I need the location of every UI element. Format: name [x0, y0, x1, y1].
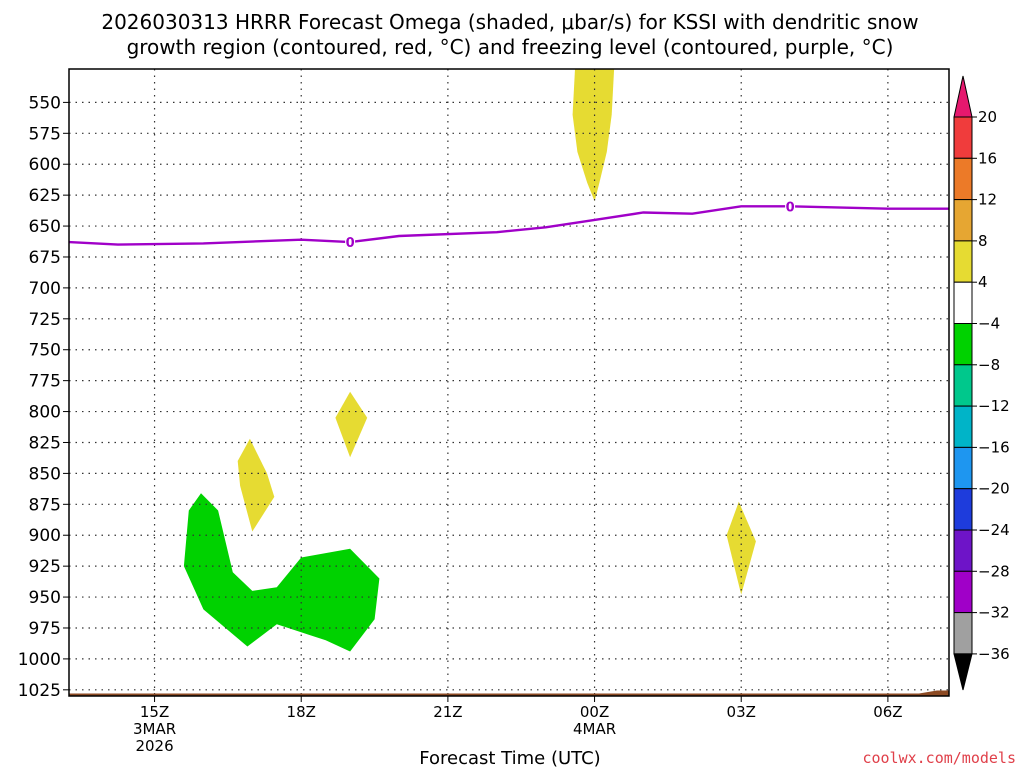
colorbar-swatch-0	[953, 116, 973, 159]
colorbar-swatch-12	[953, 612, 973, 655]
y-tick-label-1025: 1025	[18, 681, 61, 701]
chart-title-line-2: growth region (contoured, red, °C) and f…	[127, 35, 894, 59]
colorbar-label-8: −16	[978, 438, 1010, 456]
y-tick-label-750: 750	[29, 341, 61, 361]
y-tick-label-600: 600	[29, 155, 61, 175]
y-tick-label-825: 825	[29, 433, 61, 453]
x-tick-label-0-2: 2026	[135, 737, 173, 755]
colorbar-swatch-5	[953, 323, 973, 366]
shade-yellow-800	[335, 391, 368, 458]
colorbar: 20 16 12 8 4 −4 −8 −12 −16 −20 −24 −28 −32 −36	[953, 75, 1010, 691]
colorbar-label-2: 12	[978, 191, 997, 209]
y-tick-label-575: 575	[29, 124, 61, 144]
y-tick-label-1000: 1000	[18, 650, 61, 670]
colorbar-swatch-8	[953, 446, 973, 490]
colorbar-swatch-9	[953, 488, 973, 531]
colorbar-swatch-3	[953, 240, 973, 283]
x-tick-label-2-0: 21Z	[433, 703, 462, 721]
y-tick-label-875: 875	[29, 495, 61, 515]
chart-title-line-1: 2026030313 HRRR Forecast Omega (shaded, …	[101, 10, 918, 34]
shade-yellow-900	[726, 501, 756, 595]
x-tick-label-0-0: 15Z	[140, 703, 169, 721]
colorbar-label-13: −36	[978, 645, 1010, 663]
plot-frame	[68, 68, 950, 697]
colorbar-bottom-arrow	[953, 653, 973, 691]
y-tick-label-925: 925	[29, 557, 61, 577]
colorbar-label-5: −4	[978, 315, 1000, 333]
colorbar-top-arrow	[953, 75, 973, 118]
grid	[69, 69, 949, 696]
y-tick-label-650: 650	[29, 217, 61, 237]
colorbar-swatch-6	[953, 364, 973, 407]
x-tick-label-5-0: 06Z	[873, 703, 902, 721]
freezing-level-contour: 00	[69, 198, 949, 251]
freezing-level-line	[69, 205, 949, 246]
y-tick-label-700: 700	[29, 279, 61, 299]
colorbar-swatch-11	[953, 570, 973, 614]
x-tick-label-3-1: 4MAR	[573, 720, 616, 738]
y-tick-label-550: 550	[29, 93, 61, 113]
y-tick-label-850: 850	[29, 464, 61, 484]
ground-fill	[69, 690, 949, 696]
y-tick-label-675: 675	[29, 248, 61, 268]
colorbar-label-11: −28	[978, 562, 1010, 580]
colorbar-label-1: 16	[978, 149, 997, 167]
colorbar-label-6: −8	[978, 356, 1000, 374]
y-tick-label-800: 800	[29, 403, 61, 423]
colorbar-swatch-2	[953, 199, 973, 242]
y-tick-label-950: 950	[29, 588, 61, 608]
y-tick-label-900: 900	[29, 526, 61, 546]
y-axis: 550 575 600 625 650 675 700 725 750 775 800 825 850 8…	[18, 93, 69, 701]
shade-green-lower-left	[183, 493, 380, 652]
colorbar-swatch-7	[953, 405, 973, 448]
x-tick-label-0-1: 3MAR	[133, 720, 176, 738]
credit-text: coolwx.com/models	[862, 749, 1016, 767]
colorbar-label-9: −20	[978, 480, 1010, 498]
plot-area: 00	[68, 68, 950, 697]
colorbar-swatch-4	[953, 281, 973, 325]
shade-yellow-850	[237, 438, 275, 532]
colorbar-label-10: −24	[978, 521, 1010, 539]
y-tick-label-975: 975	[29, 619, 61, 639]
omega-shading	[183, 69, 756, 652]
freezing-label-bg-1	[785, 198, 796, 215]
colorbar-label-4: 4	[978, 273, 988, 291]
freezing-level-label-0: 0	[346, 236, 355, 251]
y-tick-label-725: 725	[29, 310, 61, 330]
shade-yellow-top-center	[572, 69, 615, 202]
x-tick-label-3-0: 00Z	[580, 703, 609, 721]
colorbar-swatch-1	[953, 157, 973, 201]
x-tick-label-1-0: 18Z	[287, 703, 316, 721]
colorbar-swatch-10	[953, 529, 973, 572]
colorbar-label-12: −32	[978, 604, 1010, 622]
freezing-level-label-1: 0	[786, 200, 795, 215]
y-tick-label-775: 775	[29, 372, 61, 392]
colorbar-label-7: −12	[978, 397, 1010, 415]
ground-area	[69, 690, 949, 696]
y-tick-label-625: 625	[29, 186, 61, 206]
freezing-label-bg-0	[345, 234, 356, 251]
x-tick-label-4-0: 03Z	[727, 703, 756, 721]
colorbar-label-0: 20	[978, 108, 997, 126]
colorbar-label-3: 8	[978, 232, 988, 250]
x-axis-label: Forecast Time (UTC)	[419, 748, 600, 768]
